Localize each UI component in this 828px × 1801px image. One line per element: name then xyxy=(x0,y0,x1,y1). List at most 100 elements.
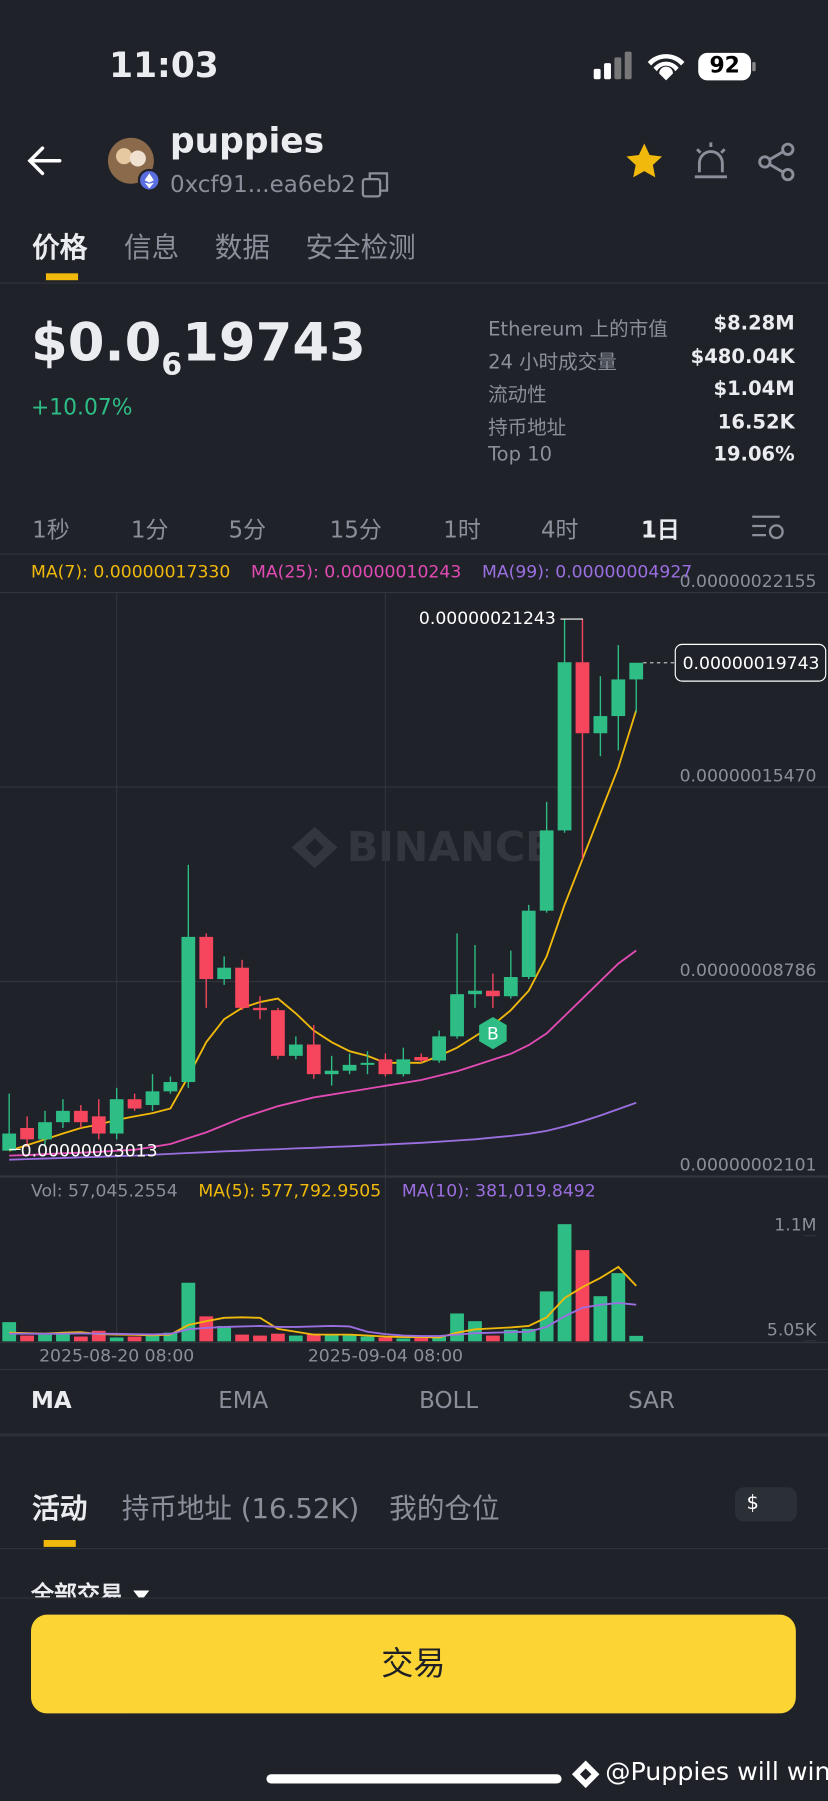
stat-label: Top 10 xyxy=(488,443,553,467)
high-label: 0.00000021243 xyxy=(419,609,556,629)
interval[interactable]: 5分 xyxy=(228,515,267,544)
volume-legend-item: Vol: 57,045.2554 xyxy=(31,1180,178,1202)
share-button[interactable] xyxy=(758,142,797,182)
alert-button[interactable] xyxy=(692,140,729,181)
candle-body xyxy=(360,1062,375,1065)
volume-bar xyxy=(324,1334,339,1342)
candle-body xyxy=(288,1044,303,1056)
divider xyxy=(0,553,828,555)
interval[interactable]: 1时 xyxy=(443,515,481,544)
tab[interactable]: 信息 xyxy=(124,231,180,265)
indicator[interactable]: EMA xyxy=(218,1386,269,1414)
x-tick-label: 2025-09-04 08:00 xyxy=(308,1346,463,1366)
stat-value: $1.04M xyxy=(713,377,795,401)
candle-body xyxy=(271,1010,285,1056)
token-name: puppies xyxy=(169,121,325,162)
candle-body xyxy=(342,1064,357,1071)
indicator-active[interactable]: MA xyxy=(31,1386,72,1414)
candle-body xyxy=(163,1082,178,1092)
watermark: BINANCE xyxy=(291,823,554,871)
y-tick-label: 0.00000022155 xyxy=(680,572,817,592)
interval[interactable]: 15分 xyxy=(329,515,382,544)
stat-value: 16.52K xyxy=(717,410,795,434)
candle-body xyxy=(20,1128,34,1140)
favorite-button[interactable] xyxy=(624,141,665,180)
candle-body xyxy=(557,662,572,831)
back-button[interactable] xyxy=(25,145,64,177)
divider xyxy=(0,282,828,284)
activity-tab[interactable]: 持币地址 (16.52K) xyxy=(121,1492,360,1526)
volume-legend: Vol: 57,045.2554 MA(5): 577,792.9505 MA(10… xyxy=(31,1181,596,1202)
volume-bar xyxy=(432,1336,447,1342)
interval[interactable]: 1分 xyxy=(130,515,169,544)
copy-button[interactable] xyxy=(361,170,391,200)
indicator[interactable]: SAR xyxy=(628,1386,675,1414)
ma-line xyxy=(8,709,638,1152)
tab-indicator xyxy=(45,273,79,281)
candle-body xyxy=(611,679,626,717)
volume-bar xyxy=(378,1337,393,1342)
volume-bar xyxy=(235,1334,249,1342)
volume-bar xyxy=(271,1333,285,1342)
volume-bar xyxy=(73,1336,88,1342)
price-digits: 19743 xyxy=(182,311,366,374)
candle-body xyxy=(503,977,518,997)
candle-body xyxy=(73,1110,88,1123)
candle-body xyxy=(396,1059,411,1075)
interval[interactable]: 1秒 xyxy=(32,515,70,544)
chart-settings[interactable] xyxy=(750,512,787,542)
home-indicator xyxy=(266,1774,562,1784)
candle-body xyxy=(306,1044,321,1075)
price-zero-count: 6 xyxy=(161,347,183,383)
status-icons xyxy=(593,51,756,81)
volume-bar xyxy=(593,1296,608,1342)
stat-value: $480.04K xyxy=(690,345,795,369)
watermark-logo xyxy=(291,826,338,869)
ma-line xyxy=(9,1101,637,1161)
y-tick-label: 0.00000002101 xyxy=(680,1156,817,1176)
tab-indicator xyxy=(43,1540,76,1547)
candle-body xyxy=(127,1099,142,1109)
stat-label: Ethereum 上的市值 xyxy=(488,318,668,342)
volume-bar xyxy=(557,1224,572,1342)
tab-active[interactable]: 价格 xyxy=(32,231,88,265)
currency-toggle[interactable]: $ xyxy=(734,1487,797,1522)
ma-legend-item: MA(25): 0.00000010243 xyxy=(250,561,462,583)
tab[interactable]: 数据 xyxy=(214,231,270,265)
candle-body xyxy=(486,990,500,997)
interval-active[interactable]: 1日 xyxy=(640,515,680,544)
stat-value: $8.28M xyxy=(713,312,795,336)
tab[interactable]: 安全检测 xyxy=(305,231,416,265)
candle-body xyxy=(629,662,644,680)
volume-bar xyxy=(163,1332,178,1342)
volume-bar xyxy=(503,1329,518,1342)
stat-label: 持币地址 xyxy=(488,416,567,440)
stat-value: 19.06% xyxy=(713,443,795,467)
trade-button[interactable]: 交易 xyxy=(31,1614,796,1714)
indicator[interactable]: BOLL xyxy=(419,1386,479,1414)
watermark-text: BINANCE xyxy=(347,823,554,871)
volume-bar xyxy=(181,1282,196,1342)
volume-bar xyxy=(396,1338,411,1342)
volume-bar xyxy=(20,1335,34,1342)
divider xyxy=(0,1548,828,1550)
volume-legend-item: MA(10): 381,019.8492 xyxy=(401,1180,596,1202)
buy-marker: B xyxy=(487,1024,499,1044)
volume-bar xyxy=(91,1330,106,1342)
price: $0.0619743 xyxy=(31,310,366,397)
stat-label: 24 小时成交量 xyxy=(488,350,617,374)
candle-body xyxy=(253,1007,267,1011)
activity-tab-active[interactable]: 活动 xyxy=(32,1492,88,1526)
token-avatar xyxy=(107,137,161,191)
volume-bar xyxy=(253,1335,267,1342)
candle-body xyxy=(199,936,214,980)
interval[interactable]: 4时 xyxy=(540,515,579,544)
volume-bar xyxy=(109,1337,124,1342)
volume-tick-label: 1.1M xyxy=(774,1215,816,1235)
candle-body xyxy=(217,967,232,980)
candle-body xyxy=(432,1036,447,1061)
volume-bar xyxy=(288,1335,303,1342)
activity-tab[interactable]: 我的仓位 xyxy=(389,1492,500,1526)
